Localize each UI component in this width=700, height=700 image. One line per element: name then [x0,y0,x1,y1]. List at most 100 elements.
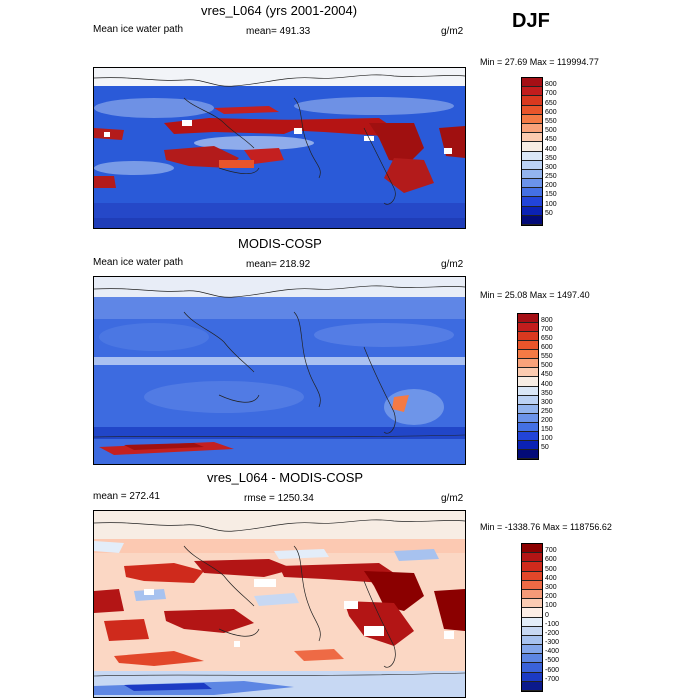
colorbar-tick-label: 450 [545,136,557,144]
colorbar-swatch [522,626,542,636]
colorbar-swatch [522,160,542,170]
panel-3-units: g/m2 [441,493,464,504]
colorbar-tick-label: 450 [541,371,553,379]
colorbar-swatch [518,395,538,405]
colorbar-tick-label: 150 [541,425,553,433]
colorbar-tick-label: 100 [545,602,557,610]
colorbar-tick-label: 400 [545,145,557,153]
colorbar-swatch [522,169,542,180]
colorbar-tick-label: 500 [545,565,557,573]
colorbar-tick-label: 150 [545,191,557,199]
colorbar-tick-label: 300 [545,583,557,591]
colorbar-tick-label: 200 [541,416,553,424]
colorbar-swatch [518,368,538,378]
colorbar-tick-label: 350 [541,389,553,397]
panel-2-mean-label: mean= 218.92 [246,259,311,270]
colorbar-swatch [522,197,542,207]
colorbar-swatch [522,571,542,581]
colorbar-swatch [522,114,542,124]
colorbar-tick-label: 650 [545,99,557,107]
colorbar-swatch [522,635,542,646]
colorbar-swatch [518,314,538,324]
colorbar-swatch [522,681,542,691]
panel-1-colorbar [521,77,543,226]
colorbar-swatch [522,553,542,563]
colorbar-tick-label: 650 [541,335,553,343]
colorbar-tick-label: 600 [545,556,557,564]
colorbar-swatch [522,645,542,655]
colorbar-swatch [522,654,542,664]
panel-2-units: g/m2 [441,259,464,270]
colorbar-tick-label: 550 [541,353,553,361]
colorbar-swatch [522,96,542,106]
colorbar-tick-label: -600 [545,666,560,674]
colorbar-swatch [518,413,538,423]
colorbar-swatch [518,359,538,369]
colorbar-tick-label: -100 [545,620,560,628]
colorbar-swatch [522,663,542,673]
colorbar-swatch [522,672,542,682]
colorbar-tick-label: 550 [545,117,557,125]
colorbar-swatch [522,151,542,161]
colorbar-tick-label: 700 [545,90,557,98]
colorbar-tick-label: 100 [545,200,557,208]
colorbar-swatch [522,617,542,627]
colorbar-swatch [522,562,542,572]
colorbar-swatch [522,215,542,225]
colorbar-tick-label: -700 [545,675,560,683]
colorbar-tick-label: 400 [545,574,557,582]
colorbar-swatch [522,78,542,88]
colorbar-swatch [518,431,538,441]
panel-1-units: g/m2 [441,26,464,37]
panel-2-colorbar [517,313,539,460]
panel-2-left-label: Mean ice water path [93,257,184,268]
colorbar-tick-label: -500 [545,657,560,665]
panel-2-title: MODIS-COSP [238,236,322,251]
panel-3-map [93,510,466,698]
panel-3-mean-label: mean = 272.41 [93,491,160,502]
colorbar-tick-label: 800 [541,317,553,325]
colorbar-swatch [518,332,538,342]
colorbar-tick-label: 500 [541,362,553,370]
panel-2-map [93,276,466,465]
colorbar-swatch [522,105,542,115]
colorbar-swatch [518,386,538,396]
colorbar-tick-label: 250 [545,173,557,181]
colorbar-tick-label: 700 [545,547,557,555]
colorbar-swatch [522,544,542,554]
panel-1-title: vres_L064 (yrs 2001-2004) [201,3,358,18]
colorbar-swatch [518,377,538,387]
colorbar-swatch [522,123,542,134]
colorbar-tick-label: 50 [545,209,553,217]
colorbar-tick-label: 300 [541,398,553,406]
colorbar-tick-label: 250 [541,407,553,415]
colorbar-swatch [522,608,542,618]
colorbar-tick-label: 50 [541,443,549,451]
colorbar-swatch [522,87,542,97]
colorbar-tick-label: 400 [541,380,553,388]
colorbar-tick-label: 800 [545,81,557,89]
panel-1-map [93,67,466,229]
colorbar-tick-label: 700 [541,326,553,334]
colorbar-tick-label: 600 [541,344,553,352]
colorbar-tick-label: 600 [545,108,557,116]
colorbar-tick-label: 200 [545,182,557,190]
panel-1-left-label: Mean ice water path [93,24,184,35]
colorbar-swatch [518,404,538,414]
colorbar-tick-label: 100 [541,434,553,442]
panel-3-colorbar [521,543,543,692]
panel-1-mean-label: mean= 491.33 [246,26,311,37]
colorbar-tick-label: 0 [545,611,549,619]
colorbar-swatch [522,599,542,609]
colorbar-swatch [518,449,538,459]
colorbar-swatch [522,133,542,143]
colorbar-swatch [522,142,542,152]
panel-3-minmax: Min = -1338.76 Max = 118756.62 [480,522,612,532]
colorbar-tick-label: -400 [545,648,560,656]
colorbar-swatch [522,206,542,216]
colorbar-tick-label: 500 [545,127,557,135]
colorbar-swatch [522,188,542,198]
season-label: DJF [512,10,550,32]
colorbar-tick-label: -200 [545,629,560,637]
colorbar-tick-label: -300 [545,639,560,647]
